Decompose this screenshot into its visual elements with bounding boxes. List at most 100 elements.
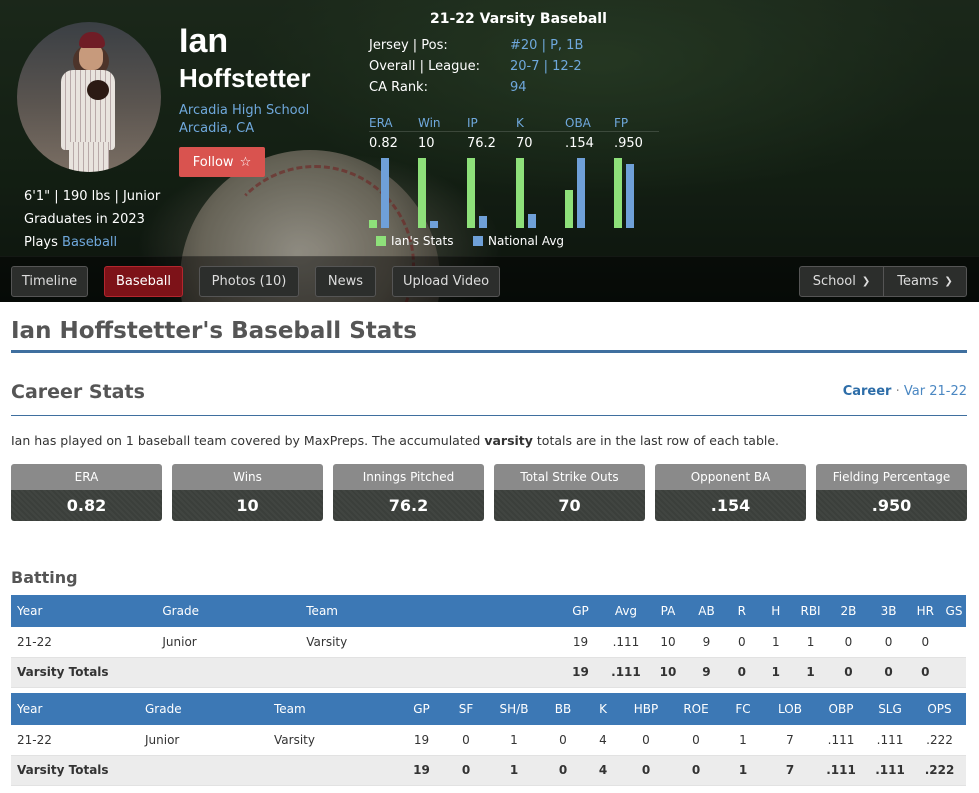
page-title: Ian Hoffstetter's Baseball Stats (11, 318, 417, 344)
column-header[interactable]: Team (268, 693, 398, 725)
player-avatar[interactable] (17, 22, 161, 172)
record-value: 20-7 | 12-2 (510, 59, 582, 74)
table-cell: 0 (908, 657, 943, 688)
column-header[interactable]: Team (300, 595, 557, 627)
table-cell: 0 (621, 755, 671, 786)
stat-label-fp: FP (614, 116, 629, 130)
column-header[interactable]: OPS (913, 693, 966, 725)
column-header[interactable]: GP (398, 693, 445, 725)
column-header[interactable]: H (758, 595, 793, 627)
stat-value-ip: 76.2 (467, 136, 496, 151)
column-header[interactable]: OBP (815, 693, 867, 725)
table-cell (268, 755, 398, 786)
tab-baseball[interactable]: Baseball (104, 266, 183, 297)
table-row: 21-22 Junior Varsity 19 0 1 0 4 0 0 1 7.111.111.222 (11, 725, 966, 756)
table-header-row: Year Grade Team GP Avg PA AB R H RBI 2B 3B HR GS (11, 595, 966, 627)
column-header[interactable]: SF (445, 693, 487, 725)
bar-national-fp (626, 164, 634, 228)
column-header[interactable]: LOB (765, 693, 815, 725)
table-cell: 19 (556, 627, 605, 658)
column-header[interactable]: FC (721, 693, 765, 725)
table-cell: Varsity Totals (11, 755, 139, 786)
table-cell: 21-22 (11, 627, 157, 658)
bar-ian-fp (614, 158, 622, 228)
teams-dropdown[interactable]: Teams ❯ (883, 266, 967, 297)
table-cell: .111 (604, 657, 648, 688)
column-header[interactable]: GP (556, 595, 605, 627)
column-header[interactable]: R (724, 595, 759, 627)
school-link[interactable]: Arcadia High School (179, 103, 310, 118)
stat-tile-label: ERA (11, 464, 162, 490)
chevron-down-icon: ❯ (944, 276, 953, 287)
table-cell: 1 (792, 627, 829, 658)
table-cell: Junior (139, 725, 268, 756)
jersey-pos-label: Jersey | Pos: (369, 38, 448, 53)
column-header[interactable]: Grade (139, 693, 268, 725)
column-header[interactable]: Grade (156, 595, 301, 627)
legend-swatch-ian (376, 236, 386, 246)
column-header[interactable]: HBP (621, 693, 671, 725)
graduation-year: Graduates in 2023 (24, 212, 145, 227)
column-header[interactable]: RBI (792, 595, 829, 627)
stat-tile-label: Fielding Percentage (816, 464, 967, 490)
career-divider (11, 415, 967, 416)
table-cell: Varsity (268, 725, 398, 756)
tab-photos[interactable]: Photos (10) (199, 266, 299, 297)
column-header[interactable]: 2B (828, 595, 869, 627)
table-cell: 0 (445, 725, 487, 756)
table-cell: 0 (621, 725, 671, 756)
table-cell: 0 (541, 725, 585, 756)
stat-value-k: 70 (516, 136, 533, 151)
table-cell: 1 (758, 627, 793, 658)
city-link[interactable]: Arcadia, CA (179, 121, 255, 136)
column-header[interactable]: SH/B (487, 693, 541, 725)
follow-button[interactable]: Follow ☆ (179, 147, 265, 177)
table-cell: 0 (541, 755, 585, 786)
table-cell: 1 (721, 755, 765, 786)
column-header[interactable]: SLG (867, 693, 913, 725)
table-cell (156, 657, 301, 688)
star-icon: ☆ (239, 154, 252, 170)
tab-upload-video[interactable]: Upload Video (392, 266, 500, 297)
column-header[interactable]: AB (688, 595, 725, 627)
player-first-name: Ian (179, 22, 229, 60)
legend-ian: Ian's Stats (376, 234, 454, 248)
column-header[interactable]: GS (942, 595, 966, 627)
bar-national-ip (479, 216, 487, 228)
table-cell: 10 (647, 627, 689, 658)
column-header[interactable]: ROE (671, 693, 721, 725)
record-label: Overall | League: (369, 59, 480, 74)
career-filter-link[interactable]: Career (842, 384, 892, 399)
stat-tile-value: .950 (816, 490, 967, 521)
table-cell: 7 (765, 755, 815, 786)
column-header[interactable]: K (585, 693, 621, 725)
batting-table-1: Year Grade Team GP Avg PA AB R H RBI 2B 3B HR GS 21-22… (11, 595, 966, 688)
stat-tile-label: Opponent BA (655, 464, 806, 490)
school-dropdown[interactable]: School ❯ (799, 266, 884, 297)
stat-value-win: 10 (418, 136, 435, 151)
table-cell: 7 (765, 725, 815, 756)
column-header[interactable]: HR (908, 595, 943, 627)
bar-ian-win (418, 158, 426, 228)
table-cell: 19 (556, 657, 605, 688)
column-header[interactable]: BB (541, 693, 585, 725)
table-cell: 0 (671, 755, 721, 786)
stat-tile-value: 0.82 (11, 490, 162, 521)
table-cell: .111 (815, 755, 867, 786)
column-header[interactable]: PA (647, 595, 689, 627)
stat-label-win: Win (418, 116, 441, 130)
column-header[interactable]: Year (11, 595, 157, 627)
column-header[interactable]: Year (11, 693, 139, 725)
plays-prefix: Plays (24, 235, 58, 250)
rank-label: CA Rank: (369, 80, 428, 95)
sport-link[interactable]: Baseball (62, 235, 118, 250)
table-cell: 1 (792, 657, 829, 688)
var-21-22-filter-link[interactable]: Var 21-22 (903, 384, 967, 399)
table-cell (139, 755, 268, 786)
column-header[interactable]: 3B (868, 595, 909, 627)
column-header[interactable]: Avg (604, 595, 648, 627)
stat-tile: ERA 0.82 (11, 464, 162, 521)
player-measurements: 6'1" | 190 lbs | Junior (24, 189, 161, 204)
tab-timeline[interactable]: Timeline (11, 266, 88, 297)
tab-news[interactable]: News (315, 266, 376, 297)
